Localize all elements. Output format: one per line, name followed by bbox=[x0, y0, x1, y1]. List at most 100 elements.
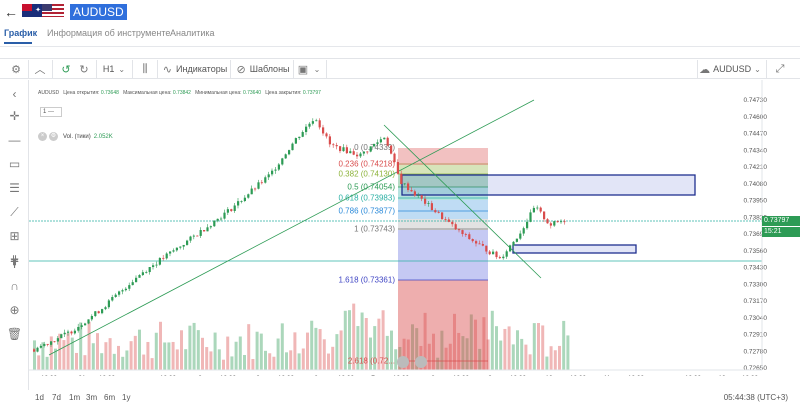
candle-body bbox=[77, 326, 80, 331]
volume-bar bbox=[373, 326, 377, 370]
indicator-settings-icon[interactable]: ⚙ bbox=[49, 132, 58, 141]
timeframe-select[interactable]: H1 ⌄ bbox=[102, 64, 126, 74]
templates-button[interactable]: ⊘ Шаблоны bbox=[235, 61, 291, 77]
text-icon[interactable]: T bbox=[10, 257, 19, 271]
tab-chart[interactable]: График bbox=[4, 28, 38, 38]
price-axis-label: 0.74080 bbox=[744, 181, 768, 188]
volume-bar bbox=[293, 332, 297, 370]
volume-bar bbox=[49, 336, 53, 370]
fullscreen-icon[interactable]: ⤢ bbox=[775, 62, 785, 75]
candle-body bbox=[206, 227, 209, 232]
candle-body bbox=[403, 183, 406, 185]
volume-bar bbox=[499, 340, 503, 370]
volume-bar bbox=[91, 343, 95, 370]
candle-body bbox=[322, 127, 325, 134]
candle-body bbox=[172, 250, 175, 252]
legend-open-value: 0.73648 bbox=[100, 90, 119, 96]
price-axis-label: 0.72910 bbox=[744, 332, 768, 339]
candle-body bbox=[101, 309, 104, 314]
candle-body bbox=[413, 191, 416, 196]
candle-body bbox=[376, 142, 379, 144]
pattern-icon[interactable]: ⊞ bbox=[9, 229, 20, 243]
volume-bar bbox=[209, 351, 213, 370]
candle-type-icon[interactable]: ⫼ bbox=[142, 62, 148, 75]
fib-zone bbox=[398, 219, 488, 230]
hide-indicator-icon[interactable]: × bbox=[38, 132, 47, 141]
trendline-ascending bbox=[48, 99, 535, 356]
axes: 0.74730 0.74600 0.74470 0.74340 0.74210 0.740… bbox=[29, 80, 767, 376]
volume-bar bbox=[66, 333, 70, 370]
volume-bar bbox=[474, 319, 477, 370]
candle-body bbox=[481, 244, 484, 246]
volume-bar bbox=[537, 323, 540, 370]
volume-bar bbox=[558, 345, 561, 370]
candle-body bbox=[539, 207, 542, 212]
time-axis-label: 13 bbox=[718, 375, 726, 376]
volume-bar bbox=[516, 330, 519, 370]
range-6m[interactable]: 6m bbox=[104, 393, 116, 402]
legend-high-value: 0.73842 bbox=[172, 90, 191, 96]
range-3m[interactable]: 3m bbox=[86, 393, 98, 402]
price-chart[interactable]: 0.236 (0.74218)0.382 (0.74130) 0.5 (0.740… bbox=[29, 80, 771, 376]
volume-bar bbox=[226, 336, 230, 370]
candle-body bbox=[97, 311, 100, 314]
candle-body bbox=[60, 334, 63, 339]
crosshair-icon[interactable]: ✛ bbox=[9, 109, 20, 123]
horizontal-line-icon[interactable]: — bbox=[8, 133, 21, 147]
volume-bar bbox=[411, 324, 414, 370]
undo-icon[interactable]: ↺ bbox=[61, 63, 71, 76]
zoom-icon[interactable]: ⊕ bbox=[9, 303, 20, 317]
collapse-left-icon[interactable]: ‹ bbox=[12, 87, 17, 101]
volume-bar bbox=[280, 323, 284, 370]
camera-icon[interactable]: ▣ bbox=[297, 63, 309, 76]
range-1m[interactable]: 1m bbox=[69, 393, 81, 402]
candle-body bbox=[369, 146, 372, 152]
volume-bar bbox=[251, 359, 255, 370]
back-arrow-icon[interactable]: ← bbox=[4, 4, 18, 20]
collapse-chevron-icon[interactable]: ︿ bbox=[34, 64, 46, 76]
parallel-channel-icon[interactable]: ☰ bbox=[9, 181, 20, 195]
range-1d[interactable]: 1d bbox=[35, 393, 44, 402]
candle-body bbox=[305, 126, 308, 133]
fibonacci-fan-icon[interactable]: ⟋ bbox=[10, 205, 19, 219]
candle-body bbox=[366, 151, 369, 153]
volume-bar bbox=[369, 337, 372, 370]
candle-body bbox=[532, 207, 535, 213]
symbol-select[interactable]: ☁ AUDUSD ⌄ bbox=[699, 63, 761, 76]
redo-icon[interactable]: ↻ bbox=[79, 63, 89, 76]
candle-body bbox=[386, 137, 389, 146]
volume-bar bbox=[490, 310, 494, 370]
footer-bar: 1d 7d 1m 3m 6m 1y 05:44:38 (UTC+3) bbox=[0, 390, 800, 406]
rectangle-icon[interactable]: ▭ bbox=[8, 157, 21, 171]
volume-bar bbox=[285, 352, 288, 370]
indicators-button[interactable]: ∿ Индикаторы bbox=[162, 61, 228, 77]
volume-bar bbox=[70, 337, 74, 370]
magnet-icon[interactable]: ∩ bbox=[10, 279, 19, 293]
candle-body bbox=[546, 219, 549, 224]
fib-level-label: 0.618 (0.73983) bbox=[339, 194, 396, 203]
tab-instrument-info[interactable]: Информация об инструменте bbox=[47, 28, 171, 38]
candle-body bbox=[107, 300, 110, 308]
volume-bar bbox=[45, 356, 49, 370]
trash-icon[interactable]: 🗑 bbox=[6, 327, 23, 341]
settings-gear-icon[interactable]: ⚙ bbox=[11, 63, 21, 76]
tab-analytics[interactable]: Аналитика bbox=[170, 28, 215, 38]
gann-icon[interactable]: ⋕ bbox=[9, 253, 20, 267]
volume-label: Vol. (тики) bbox=[63, 133, 91, 140]
pane-selector[interactable]: 1 --- bbox=[40, 107, 62, 117]
range-1y[interactable]: 1y bbox=[122, 393, 131, 402]
candle-body bbox=[274, 169, 277, 171]
candle-body bbox=[328, 136, 331, 145]
volume-bar bbox=[532, 323, 536, 370]
candle-body bbox=[288, 150, 291, 155]
fib-level-label: 2.618 (0.72... bbox=[348, 357, 395, 366]
candle-body bbox=[311, 121, 314, 124]
candle-body bbox=[390, 145, 393, 154]
volume-bar bbox=[377, 318, 381, 370]
range-7d[interactable]: 7d bbox=[52, 393, 61, 402]
time-axis-label: 10 bbox=[545, 375, 553, 376]
camera-dropdown-icon[interactable]: ⌄ bbox=[313, 64, 321, 74]
zoom-out-icon bbox=[397, 356, 409, 368]
volume-bar bbox=[129, 341, 133, 370]
volume-bar bbox=[138, 329, 141, 370]
